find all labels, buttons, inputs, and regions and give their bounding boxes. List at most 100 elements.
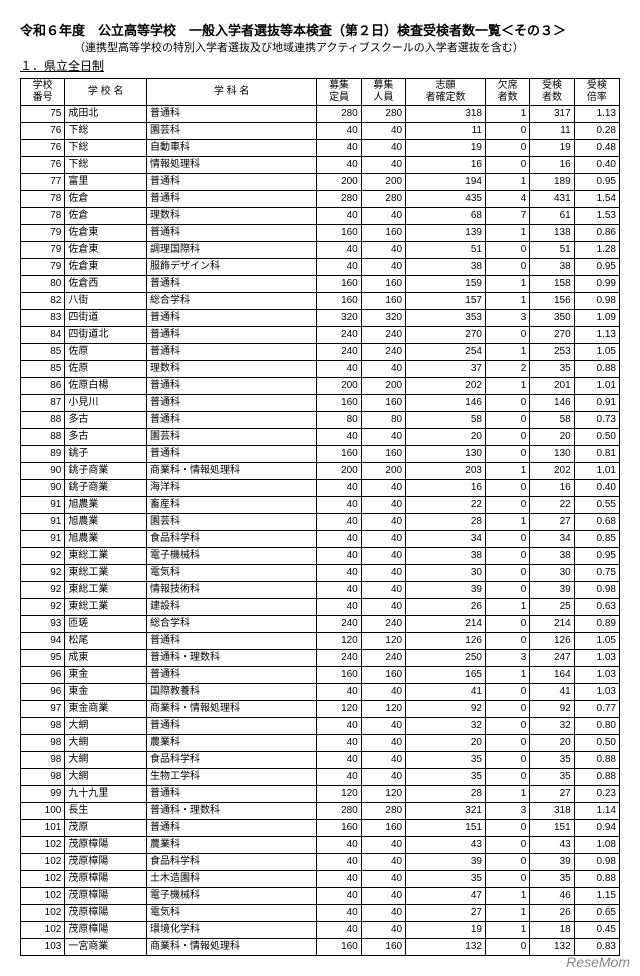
cell: 40	[317, 140, 361, 157]
cell: 40	[317, 922, 361, 939]
cell: 40	[317, 531, 361, 548]
cell: 160	[317, 667, 361, 684]
cell: 佐原	[65, 344, 147, 361]
cell: 102	[21, 888, 65, 905]
cell: 0	[485, 327, 529, 344]
cell: 佐倉東	[65, 242, 147, 259]
cell: 40	[361, 854, 405, 871]
cell: 203	[406, 463, 486, 480]
cell: 電気科	[147, 565, 317, 582]
cell: 76	[21, 123, 65, 140]
cell: 1	[485, 463, 529, 480]
cell: 92	[21, 582, 65, 599]
cell: 280	[361, 803, 405, 820]
cell: 20	[530, 735, 574, 752]
table-row: 99九十九里普通科120120281270.23	[21, 786, 620, 803]
cell: 151	[530, 820, 574, 837]
cell: 0	[485, 497, 529, 514]
cell: 佐倉西	[65, 276, 147, 293]
cell: 85	[21, 361, 65, 378]
cell: 91	[21, 514, 65, 531]
cell: 435	[406, 191, 486, 208]
cell: 0.80	[574, 718, 619, 735]
table-row: 76下総情報処理科4040160160.40	[21, 157, 620, 174]
cell: 40	[361, 905, 405, 922]
cell: 0	[485, 633, 529, 650]
cell: 1	[485, 174, 529, 191]
cell: 40	[317, 582, 361, 599]
cell: 160	[361, 225, 405, 242]
table-row: 88多古園芸科4040200200.50	[21, 429, 620, 446]
cell: 40	[317, 259, 361, 276]
cell: 92	[530, 701, 574, 718]
cell: 126	[530, 633, 574, 650]
cell: 89	[21, 446, 65, 463]
table-row: 86佐原白楊普通科20020020212011.01	[21, 378, 620, 395]
cell: 98	[21, 735, 65, 752]
cell: 26	[530, 905, 574, 922]
cell: 431	[530, 191, 574, 208]
table-row: 96東金国際教養科4040410411.03	[21, 684, 620, 701]
cell: 51	[530, 242, 574, 259]
cell: 200	[361, 174, 405, 191]
cell: 39	[530, 854, 574, 871]
cell: 27	[406, 905, 486, 922]
table-row: 91旭農業畜産科4040220220.55	[21, 497, 620, 514]
cell: 40	[361, 871, 405, 888]
cell: 40	[317, 208, 361, 225]
cell: 20	[406, 735, 486, 752]
cell: 126	[406, 633, 486, 650]
table-row: 76下総園芸科4040110110.28	[21, 123, 620, 140]
table-row: 76下総自動車科4040190190.48	[21, 140, 620, 157]
cell: 158	[530, 276, 574, 293]
cell: 1	[485, 786, 529, 803]
cell: 40	[317, 684, 361, 701]
cell: 大網	[65, 718, 147, 735]
cell: 75	[21, 106, 65, 123]
cell: 情報処理科	[147, 157, 317, 174]
cell: 18	[530, 922, 574, 939]
table-header-row: 学校番号学 校 名学 科 名募集定員募集人員志願者確定数欠席者数受検者数受検倍率	[21, 79, 620, 106]
cell: 0.65	[574, 905, 619, 922]
table-row: 100長生普通科・理数科28028032133181.14	[21, 803, 620, 820]
cell: 11	[406, 123, 486, 140]
table-row: 102茂原樟陽土木造園科4040350350.88	[21, 871, 620, 888]
cell: 160	[361, 820, 405, 837]
cell: 0	[485, 123, 529, 140]
cell: 39	[406, 854, 486, 871]
cell: 四街道	[65, 310, 147, 327]
col-header: 募集定員	[317, 79, 361, 106]
cell: 40	[361, 361, 405, 378]
col-header: 受検倍率	[574, 79, 619, 106]
cell: 3	[485, 803, 529, 820]
cell: 1	[485, 905, 529, 922]
cell: 1.05	[574, 633, 619, 650]
cell: 旭農業	[65, 497, 147, 514]
cell: 160	[317, 820, 361, 837]
table-row: 98大網食品科学科4040350350.88	[21, 752, 620, 769]
cell: 0.95	[574, 259, 619, 276]
cell: 普通科	[147, 667, 317, 684]
cell: 1.05	[574, 344, 619, 361]
cell: 0.50	[574, 735, 619, 752]
cell: 40	[317, 565, 361, 582]
cell: 0	[485, 871, 529, 888]
cell: 20	[530, 429, 574, 446]
cell: 多古	[65, 412, 147, 429]
cell: 0.28	[574, 123, 619, 140]
cell: 164	[530, 667, 574, 684]
cell: 普通科	[147, 820, 317, 837]
cell: 100	[21, 803, 65, 820]
cell: 0.40	[574, 157, 619, 174]
cell: 0.88	[574, 361, 619, 378]
cell: 40	[361, 565, 405, 582]
cell: 多古	[65, 429, 147, 446]
cell: 120	[361, 786, 405, 803]
cell: 51	[406, 242, 486, 259]
cell: 0.50	[574, 429, 619, 446]
cell: 0.85	[574, 531, 619, 548]
cell: 40	[317, 157, 361, 174]
cell: 165	[406, 667, 486, 684]
cell: 95	[21, 650, 65, 667]
cell: 普通科	[147, 412, 317, 429]
